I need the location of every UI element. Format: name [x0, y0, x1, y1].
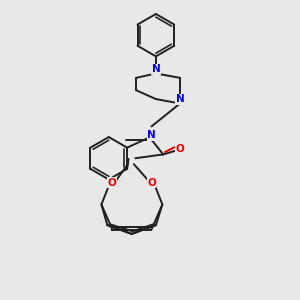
Text: O: O [147, 178, 156, 188]
Text: N: N [176, 94, 184, 104]
Text: O: O [175, 143, 184, 154]
Text: O: O [108, 178, 117, 188]
Text: N: N [147, 130, 156, 140]
Text: N: N [152, 64, 160, 74]
